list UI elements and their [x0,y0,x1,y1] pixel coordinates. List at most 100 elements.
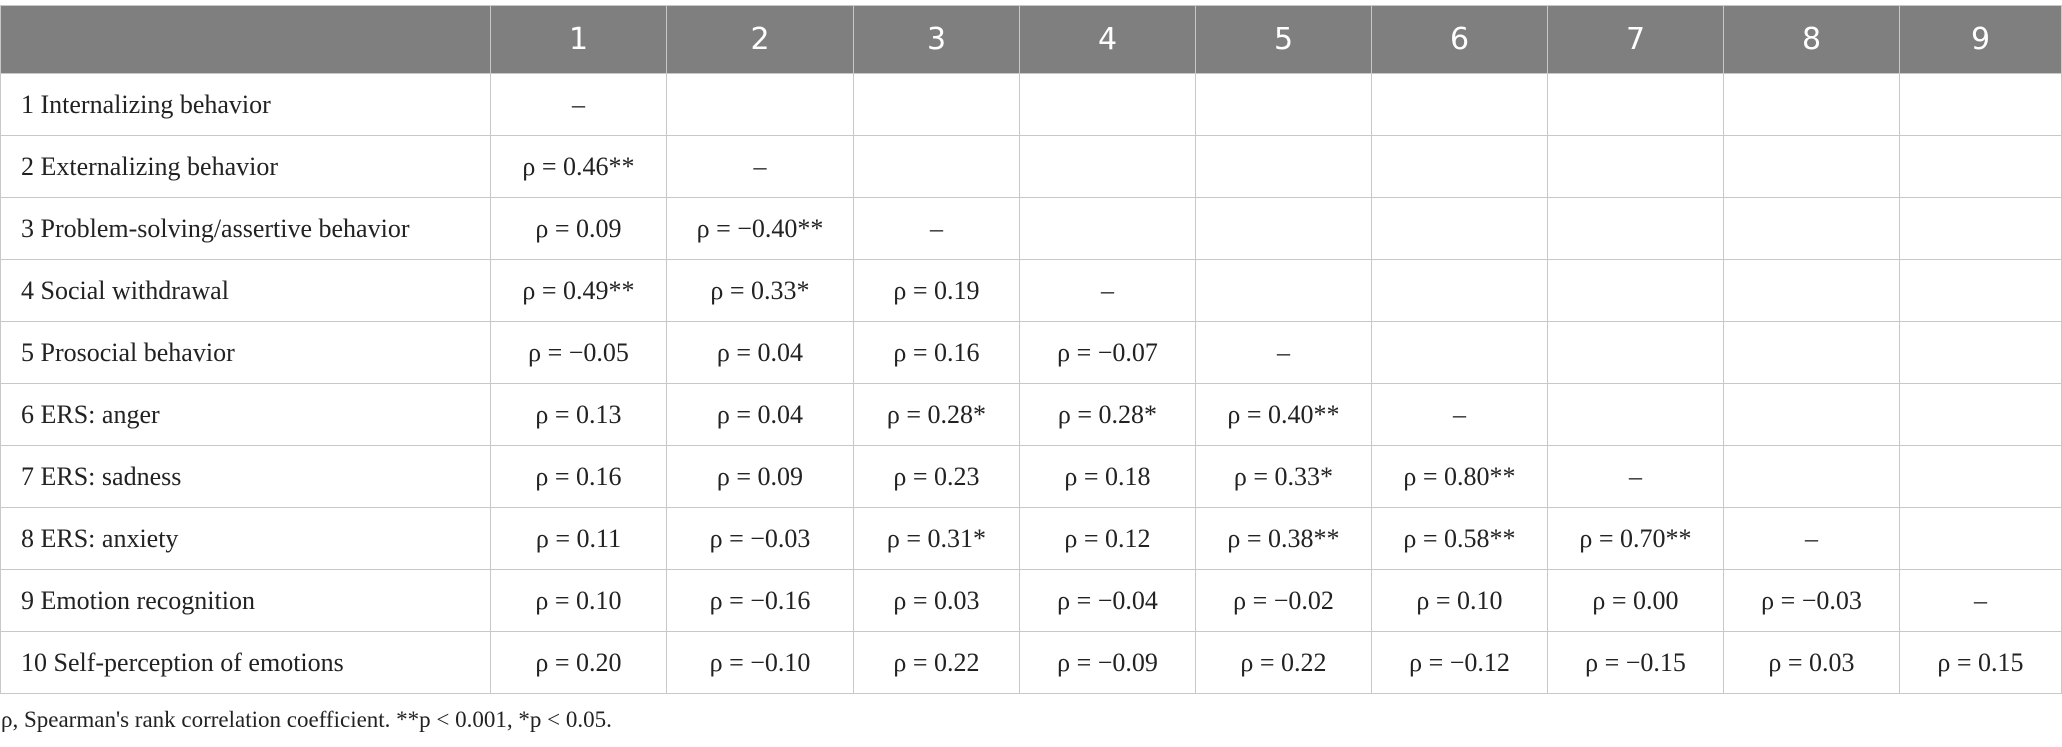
cell: ρ = −0.10 [666,631,854,694]
header-cell: 7 [1547,5,1724,74]
cell: ρ = 0.23 [853,445,1020,508]
cell: ρ = 0.16 [490,445,667,508]
empty-cell [1195,135,1372,198]
empty-cell [1723,73,1900,136]
cell: – [1723,507,1900,570]
row-label: 8 ERS: anxiety [0,507,491,570]
empty-cell [1547,321,1724,384]
cell: ρ = 0.58** [1371,507,1548,570]
cell: ρ = 0.04 [666,383,854,446]
cell: ρ = 0.03 [1723,631,1900,694]
cell: ρ = 0.11 [490,507,667,570]
table-row: 7 ERS: sadness ρ = 0.16 ρ = 0.09 ρ = 0.23 ρ … [0,445,2062,508]
header-cell: 2 [666,5,854,74]
table-body: 1 Internalizing behavior –2 Externalizing… [0,73,2062,694]
cell: ρ = 0.10 [490,569,667,632]
row-label: 3 Problem-solving/assertive behavior [0,197,491,260]
cell: ρ = −0.09 [1019,631,1196,694]
cell: – [1899,569,2062,632]
cell: ρ = 0.09 [666,445,854,508]
cell: ρ = −0.15 [1547,631,1724,694]
row-label: 9 Emotion recognition [0,569,491,632]
cell: – [1019,259,1196,322]
empty-cell [666,73,854,136]
cell: ρ = −0.03 [1723,569,1900,632]
empty-cell [1899,507,2062,570]
empty-cell [1371,73,1548,136]
empty-cell [1019,197,1196,260]
empty-cell [1371,259,1548,322]
table-row: 10 Self-perception of emotions ρ = 0.20 ρ … [0,631,2062,694]
cell: ρ = 0.10 [1371,569,1548,632]
cell: ρ = 0.49** [490,259,667,322]
cell: ρ = −0.04 [1019,569,1196,632]
cell: ρ = −0.05 [490,321,667,384]
table-row: 3 Problem-solving/assertive behavior ρ = … [0,197,2062,260]
cell: ρ = 0.00 [1547,569,1724,632]
table-row: 8 ERS: anxiety ρ = 0.11 ρ = −0.03 ρ = 0.31*… [0,507,2062,570]
header-cell: 5 [1195,5,1372,74]
empty-cell [1371,321,1548,384]
header-cell: 4 [1019,5,1196,74]
empty-cell [1371,197,1548,260]
cell: – [666,135,854,198]
empty-cell [1195,73,1372,136]
header-cell: 9 [1899,5,2062,74]
empty-cell [1547,197,1724,260]
header-cell: 3 [853,5,1020,74]
empty-cell [1899,445,2062,508]
cell: ρ = 0.16 [853,321,1020,384]
empty-cell [1723,135,1900,198]
cell: ρ = 0.15 [1899,631,2062,694]
cell: – [1195,321,1372,384]
empty-cell [1899,73,2062,136]
empty-cell [1019,135,1196,198]
empty-cell [1899,259,2062,322]
cell: ρ = −0.03 [666,507,854,570]
cell: ρ = 0.22 [1195,631,1372,694]
empty-cell [1723,197,1900,260]
footnote: ρ, Spearman's rank correlation coefficie… [1,707,612,732]
cell: ρ = 0.33* [666,259,854,322]
empty-cell [1195,259,1372,322]
empty-cell [1723,259,1900,322]
empty-cell [1019,73,1196,136]
row-label: 1 Internalizing behavior [0,73,491,136]
header-cell: 6 [1371,5,1548,74]
cell: ρ = 0.33* [1195,445,1372,508]
cell: – [1371,383,1548,446]
row-label: 6 ERS: anger [0,383,491,446]
cell: ρ = 0.38** [1195,507,1372,570]
empty-cell [1547,383,1724,446]
row-label: 10 Self-perception of emotions [0,631,491,694]
cell: ρ = 0.04 [666,321,854,384]
cell: ρ = 0.13 [490,383,667,446]
cell: – [853,197,1020,260]
cell: ρ = 0.09 [490,197,667,260]
table-row: 2 Externalizing behavior ρ = 0.46** – [0,135,2062,198]
cell: ρ = 0.20 [490,631,667,694]
cell: ρ = −0.12 [1371,631,1548,694]
cell: ρ = 0.18 [1019,445,1196,508]
row-label: 2 Externalizing behavior [0,135,491,198]
cell: – [1547,445,1724,508]
cell: ρ = 0.70** [1547,507,1724,570]
table-row: 5 Prosocial behavior ρ = −0.05 ρ = 0.04 ρ =… [0,321,2062,384]
cell: ρ = −0.40** [666,197,854,260]
empty-cell [1723,383,1900,446]
empty-cell [1899,321,2062,384]
cell: ρ = 0.19 [853,259,1020,322]
cell: ρ = 0.12 [1019,507,1196,570]
empty-cell [1547,259,1724,322]
empty-cell [1723,445,1900,508]
table-row: 6 ERS: anger ρ = 0.13 ρ = 0.04 ρ = 0.28* ρ =… [0,383,2062,446]
empty-cell [1547,135,1724,198]
empty-cell [1899,383,2062,446]
cell: ρ = 0.28* [1019,383,1196,446]
empty-cell [853,73,1020,136]
header-cell [0,5,491,74]
row-label: 5 Prosocial behavior [0,321,491,384]
